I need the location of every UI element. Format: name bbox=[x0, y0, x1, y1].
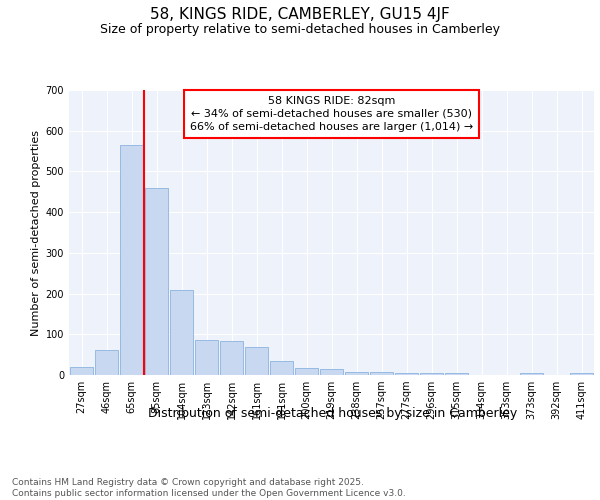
Bar bbox=[370, 372, 393, 375]
Bar bbox=[270, 361, 293, 375]
Bar bbox=[170, 290, 193, 375]
Text: 58, KINGS RIDE, CAMBERLEY, GU15 4JF: 58, KINGS RIDE, CAMBERLEY, GU15 4JF bbox=[150, 8, 450, 22]
Text: Size of property relative to semi-detached houses in Camberley: Size of property relative to semi-detach… bbox=[100, 22, 500, 36]
Bar bbox=[520, 373, 543, 375]
Bar bbox=[570, 373, 593, 375]
Bar bbox=[445, 373, 468, 375]
Bar bbox=[145, 188, 168, 375]
Text: Contains HM Land Registry data © Crown copyright and database right 2025.
Contai: Contains HM Land Registry data © Crown c… bbox=[12, 478, 406, 498]
Bar bbox=[345, 372, 368, 375]
Bar bbox=[245, 346, 268, 375]
Bar bbox=[120, 145, 143, 375]
Bar bbox=[295, 368, 318, 375]
Bar bbox=[70, 367, 93, 375]
Bar bbox=[395, 373, 418, 375]
Y-axis label: Number of semi-detached properties: Number of semi-detached properties bbox=[31, 130, 41, 336]
Bar bbox=[220, 341, 243, 375]
Text: Distribution of semi-detached houses by size in Camberley: Distribution of semi-detached houses by … bbox=[148, 408, 518, 420]
Bar bbox=[195, 340, 218, 375]
Bar bbox=[420, 373, 443, 375]
Text: 58 KINGS RIDE: 82sqm
← 34% of semi-detached houses are smaller (530)
66% of semi: 58 KINGS RIDE: 82sqm ← 34% of semi-detac… bbox=[190, 96, 473, 132]
Bar bbox=[320, 369, 343, 375]
Bar bbox=[95, 350, 118, 375]
